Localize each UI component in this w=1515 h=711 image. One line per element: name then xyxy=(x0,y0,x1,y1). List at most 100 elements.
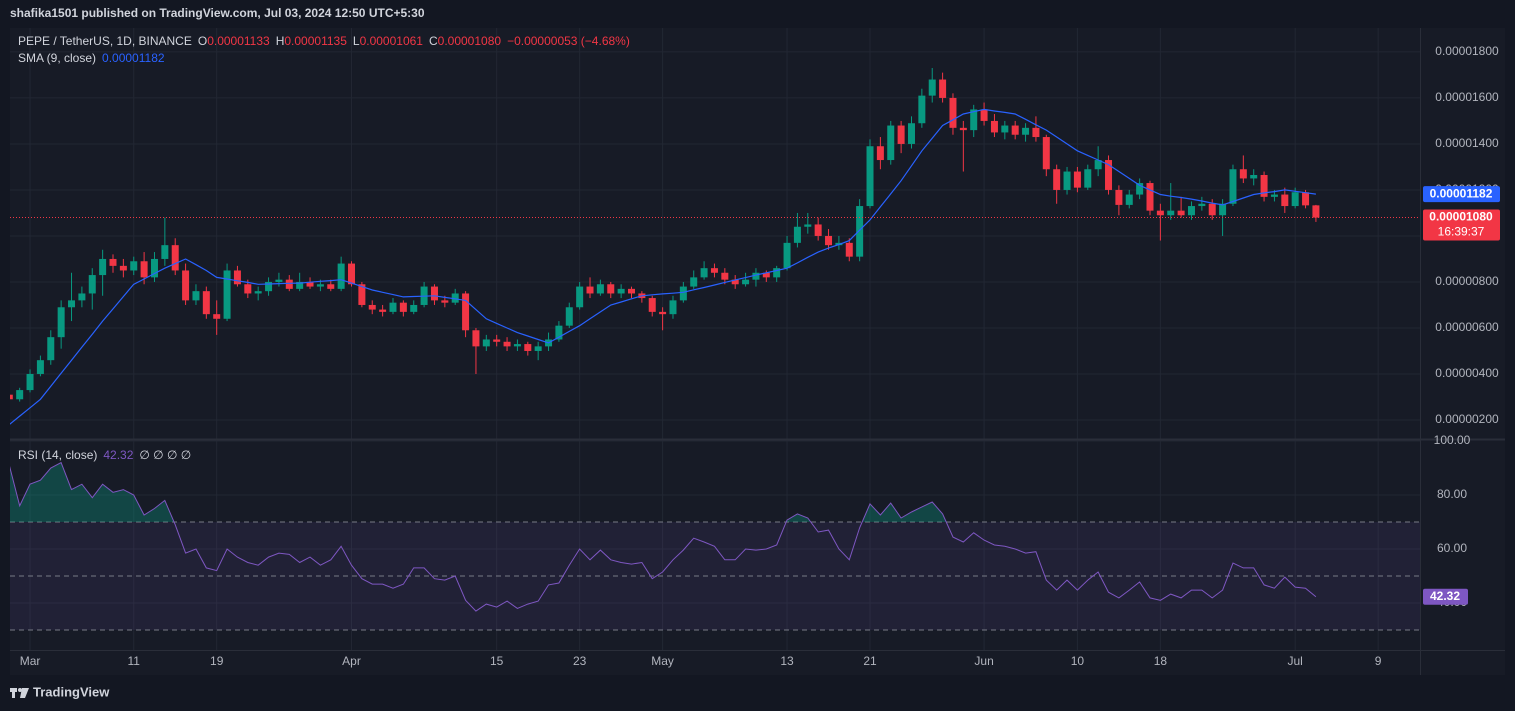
candle-body xyxy=(161,245,169,259)
candle-body xyxy=(1239,169,1247,179)
y-tick-label: 0.00000400 xyxy=(1435,366,1499,380)
candle-body xyxy=(524,344,532,351)
candle-body xyxy=(793,226,801,243)
candle-body xyxy=(68,300,76,308)
symbol: PEPE / TetherUS, 1D, BINANCE xyxy=(18,34,192,48)
candle-body xyxy=(503,341,511,347)
candle-body xyxy=(690,277,698,287)
candle-body xyxy=(36,360,44,374)
change: −0.00000053 (−4.68%) xyxy=(507,34,630,48)
candle-body xyxy=(1312,205,1320,218)
last-price-box xyxy=(1423,209,1500,241)
candle-body xyxy=(244,284,252,294)
candle-body xyxy=(493,339,501,342)
x-tick-label: May xyxy=(651,654,674,668)
candle-body xyxy=(451,293,459,303)
candle-body xyxy=(1022,127,1030,135)
candle-body xyxy=(534,346,542,351)
axes: Mar 11 19 Apr 15 23 May 13 21 Jun 10 18 Jul 9 0.000002… xyxy=(20,44,1500,668)
sma-name: SMA (9, close) xyxy=(18,51,96,65)
candle-body xyxy=(26,373,34,391)
candle-body xyxy=(482,339,490,347)
candle-body xyxy=(327,284,335,289)
candle-body xyxy=(1053,169,1061,190)
candle-body xyxy=(1167,210,1175,216)
x-tick-label: Apr xyxy=(342,654,361,668)
candle-body xyxy=(88,275,96,294)
candle-body xyxy=(907,123,915,144)
candle-body xyxy=(399,302,407,312)
candle-body xyxy=(576,286,584,308)
candle-body xyxy=(171,245,179,271)
candle-body xyxy=(628,288,635,294)
rsi-name: RSI (14, close) xyxy=(18,448,97,462)
price-pane xyxy=(10,68,1420,425)
candle-body xyxy=(1198,203,1206,207)
candle-body xyxy=(586,286,594,294)
candle-body xyxy=(285,279,293,289)
low-key: L xyxy=(353,34,360,48)
candle-body xyxy=(348,263,356,285)
candle-body xyxy=(1219,203,1227,216)
x-tick-label: 19 xyxy=(210,654,224,668)
chart-frame xyxy=(10,28,1505,675)
sma-legend: SMA (9, close) 0.00001182 xyxy=(18,51,165,65)
candle-body xyxy=(316,284,324,287)
candle-body xyxy=(47,337,55,361)
candle-body xyxy=(918,95,926,124)
candle-body xyxy=(876,146,884,161)
x-tick-label: Mar xyxy=(20,654,41,668)
candle-body xyxy=(1146,183,1154,211)
x-tick-label: 15 xyxy=(490,654,504,668)
candle-body xyxy=(513,344,521,347)
sma-value: 0.00001182 xyxy=(102,51,165,65)
logo-mark xyxy=(12,688,15,698)
candle-body xyxy=(57,307,65,338)
candle-body xyxy=(565,307,573,326)
candle-body xyxy=(1001,125,1009,133)
candle-body xyxy=(700,268,708,278)
y-tick-label: 0.00000800 xyxy=(1435,274,1499,288)
high-key: H xyxy=(276,34,285,48)
candle-body xyxy=(254,291,262,294)
candle-body xyxy=(1032,127,1040,138)
rsi-pane xyxy=(10,461,1420,631)
y-tick-label: 0.00001400 xyxy=(1435,136,1499,150)
sma-price-label: 0.00001182 xyxy=(1430,186,1493,200)
candle-body xyxy=(358,284,366,305)
candle-body xyxy=(1042,137,1050,170)
candle-body xyxy=(182,270,190,301)
candle-body xyxy=(607,284,615,294)
y-tick-label: 60.00 xyxy=(1437,541,1467,555)
candle-body xyxy=(1125,194,1133,205)
candle-body xyxy=(1136,183,1144,195)
candle-body xyxy=(856,206,864,257)
candle-body xyxy=(202,291,210,315)
x-tick-label: 9 xyxy=(1375,654,1382,668)
candle-body xyxy=(617,288,625,294)
candle-body xyxy=(368,304,376,310)
candle-body xyxy=(669,300,677,315)
candle-body xyxy=(233,270,241,285)
candle-body xyxy=(410,304,418,312)
candle-body xyxy=(389,302,397,312)
grid xyxy=(10,28,1420,650)
candle-body xyxy=(192,291,200,301)
symbol-legend: PEPE / TetherUS, 1D, BINANCE O0.00001133 H… xyxy=(18,34,630,48)
candle-body xyxy=(16,390,24,400)
candle-body xyxy=(1302,192,1310,206)
candle-body xyxy=(1281,194,1289,207)
candle-body xyxy=(845,242,853,257)
y-tick-label: 80.00 xyxy=(1437,487,1467,501)
rsi-line xyxy=(10,461,1317,612)
x-tick-label: Jun xyxy=(974,654,993,668)
candle-body xyxy=(296,281,304,289)
candle-body xyxy=(804,224,812,227)
countdown: 16:39:37 xyxy=(1438,225,1485,239)
candle-body xyxy=(752,272,760,280)
low-value: 0.00001061 xyxy=(360,34,424,48)
sma-line xyxy=(10,108,1316,425)
candle-body xyxy=(897,125,905,144)
y-tick-label: 0.00000600 xyxy=(1435,320,1499,334)
